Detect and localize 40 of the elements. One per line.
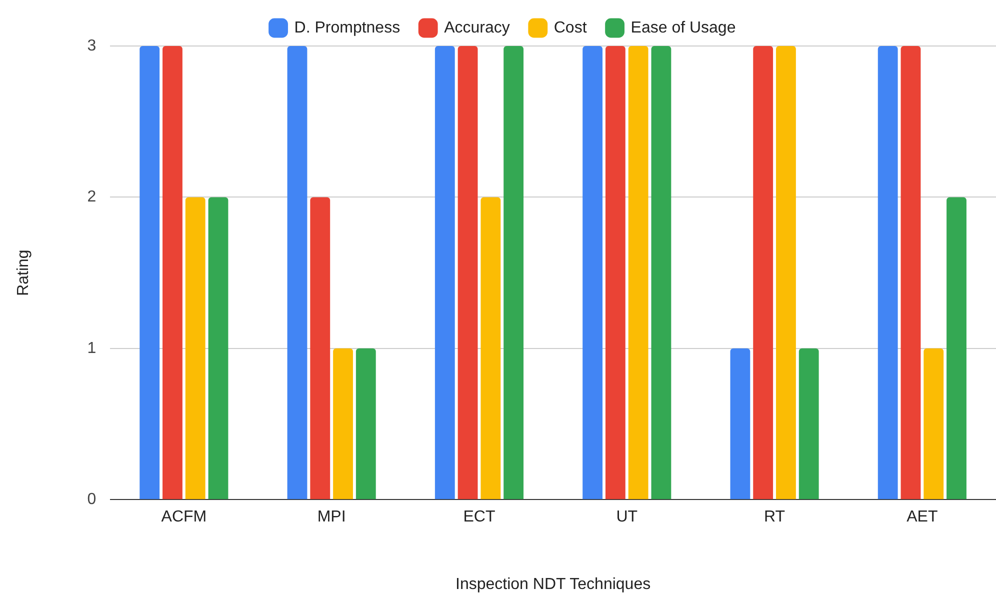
bar — [140, 46, 160, 500]
x-tick-label: ACFM — [161, 508, 207, 526]
y-tick-label: 1 — [87, 340, 96, 357]
y-axis-title: Rating — [15, 250, 32, 296]
y-tick-label: 0 — [87, 491, 96, 508]
bar — [185, 197, 206, 500]
bar — [287, 46, 308, 500]
bar — [208, 197, 228, 500]
x-tick-label: UT — [616, 508, 638, 526]
bar — [924, 348, 944, 500]
bar — [730, 348, 750, 500]
x-tick-label: AET — [906, 508, 938, 526]
legend-label: Ease of Usage — [630, 19, 736, 36]
bar — [434, 46, 455, 500]
legend-label: Cost — [554, 19, 588, 36]
bar — [628, 46, 648, 500]
bar — [776, 46, 796, 500]
bar — [946, 197, 966, 500]
bar — [582, 46, 602, 500]
legend-label: Accuracy — [444, 19, 510, 36]
bar — [900, 46, 921, 500]
x-tick-label: RT — [764, 508, 786, 526]
bar — [162, 46, 182, 500]
legend-label: D. Promptness — [294, 19, 400, 36]
x-tick-label: MPI — [317, 508, 346, 526]
bar — [798, 348, 819, 500]
x-tick-label: ECT — [463, 508, 496, 526]
bar — [605, 46, 626, 500]
bar — [333, 348, 353, 500]
bar — [480, 197, 501, 500]
bar — [356, 348, 376, 500]
y-tick-label: 3 — [87, 37, 96, 54]
y-tick-label: 2 — [87, 188, 96, 206]
bar — [504, 46, 524, 500]
bar — [651, 46, 672, 500]
bar — [753, 46, 774, 500]
bar — [310, 197, 330, 500]
bar — [458, 46, 478, 500]
bar — [878, 46, 898, 500]
x-axis-title: Inspection NDT Techniques — [456, 576, 651, 593]
